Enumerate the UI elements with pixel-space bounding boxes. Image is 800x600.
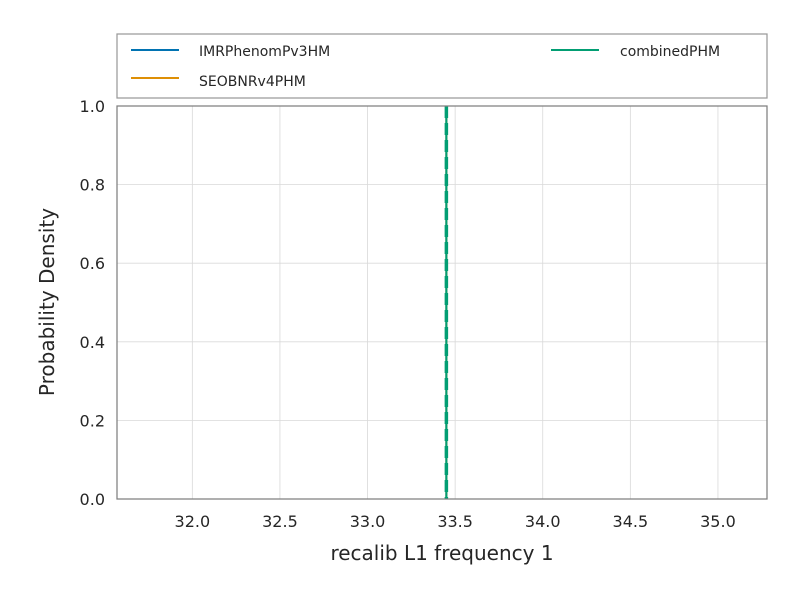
x-axis-ticks: 32.0 32.5 33.0 33.5 34.0 34.5 35.0	[175, 512, 736, 531]
y-tick-label: 0.6	[80, 254, 105, 273]
x-tick-label: 33.0	[350, 512, 386, 531]
legend-label-combinedphm: combinedPHM	[620, 44, 720, 60]
y-tick-label: 0.2	[80, 411, 105, 430]
legend-box	[116, 33, 768, 99]
y-tick-label: 0.4	[80, 333, 105, 352]
y-tick-label: 1.0	[80, 97, 105, 116]
y-axis-label: Probability Density	[35, 208, 59, 396]
x-tick-label: 34.0	[525, 512, 561, 531]
plot-frame	[116, 105, 768, 500]
y-tick-label: 0.0	[80, 490, 105, 509]
x-tick-label: 34.5	[613, 512, 649, 531]
legend-label-imrphenompv3hm: IMRPhenomPv3HM	[199, 44, 330, 60]
y-axis-ticks: 0.0 0.2 0.4 0.6 0.8 1.0	[80, 97, 105, 509]
x-tick-label: 32.0	[175, 512, 211, 531]
x-tick-label: 35.0	[700, 512, 736, 531]
x-tick-label: 32.5	[262, 512, 298, 531]
legend: IMRPhenomPv3HM SEOBNRv4PHM combinedPHM	[116, 33, 768, 99]
y-tick-label: 0.8	[80, 176, 105, 195]
x-axis-label: recalib L1 frequency 1	[330, 541, 553, 565]
legend-label-seobnrv4phm: SEOBNRv4PHM	[199, 74, 306, 90]
x-tick-label: 33.5	[437, 512, 473, 531]
